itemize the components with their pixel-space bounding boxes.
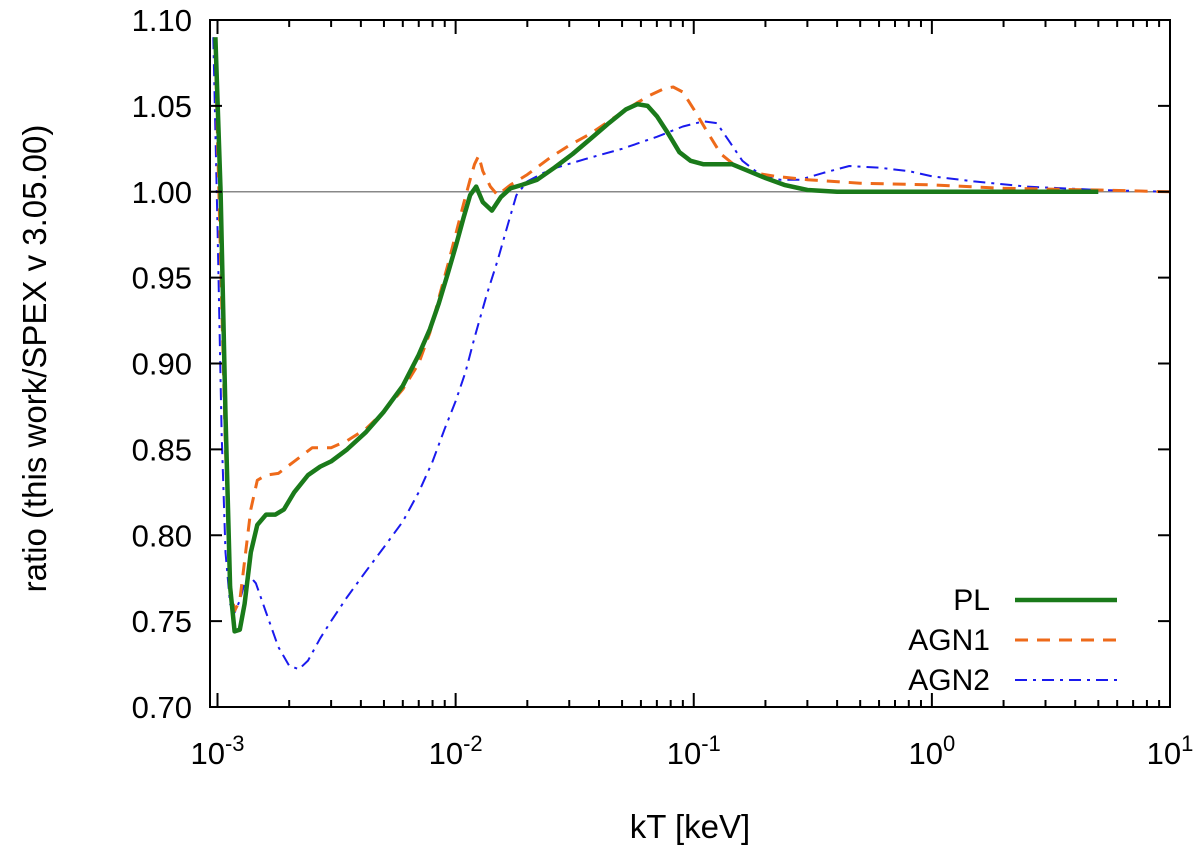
legend-label-agn1: AGN1 (908, 624, 990, 657)
series-line-agn1 (213, 54, 1170, 613)
x-tick-label: 100 (909, 731, 956, 771)
y-tick-label: 1.10 (132, 3, 192, 38)
legend-label-pl: PL (953, 584, 990, 617)
plot-frame (209, 19, 1171, 708)
x-tick-label: 10-3 (190, 731, 244, 771)
series-line-agn2 (212, 37, 1170, 671)
y-tick-label: 0.90 (132, 347, 192, 382)
series-layer (212, 37, 1170, 671)
x-tick-label: 101 (1147, 731, 1194, 771)
x-tick-label: 10-2 (429, 731, 483, 771)
y-tick-label: 0.75 (132, 604, 192, 639)
y-tick-label: 0.95 (132, 261, 192, 296)
y-tick-label: 1.00 (132, 175, 192, 210)
y-tick-label: 0.80 (132, 518, 192, 553)
x-axis-label: kT [keV] (630, 808, 750, 845)
legend: PL AGN1 AGN2 (908, 584, 1117, 697)
y-axis-label: ratio (this work/SPEX v 3.05.00) (16, 125, 53, 593)
y-tick-label: 0.85 (132, 432, 192, 467)
x-tick-label: 10-1 (667, 731, 721, 771)
y-tick-label: 1.05 (132, 89, 192, 124)
y-tick-label: 0.70 (132, 690, 192, 725)
legend-label-agn2: AGN2 (908, 664, 990, 697)
tick-layer: 0.70 0.75 0.80 0.85 0.90 0.95 1.00 1.05 1.10 10-3… (132, 3, 1194, 771)
label-layer: kT [keV] ratio (this work/SPEX v 3.05.00… (16, 125, 750, 845)
series-line-pl (213, 37, 1099, 634)
